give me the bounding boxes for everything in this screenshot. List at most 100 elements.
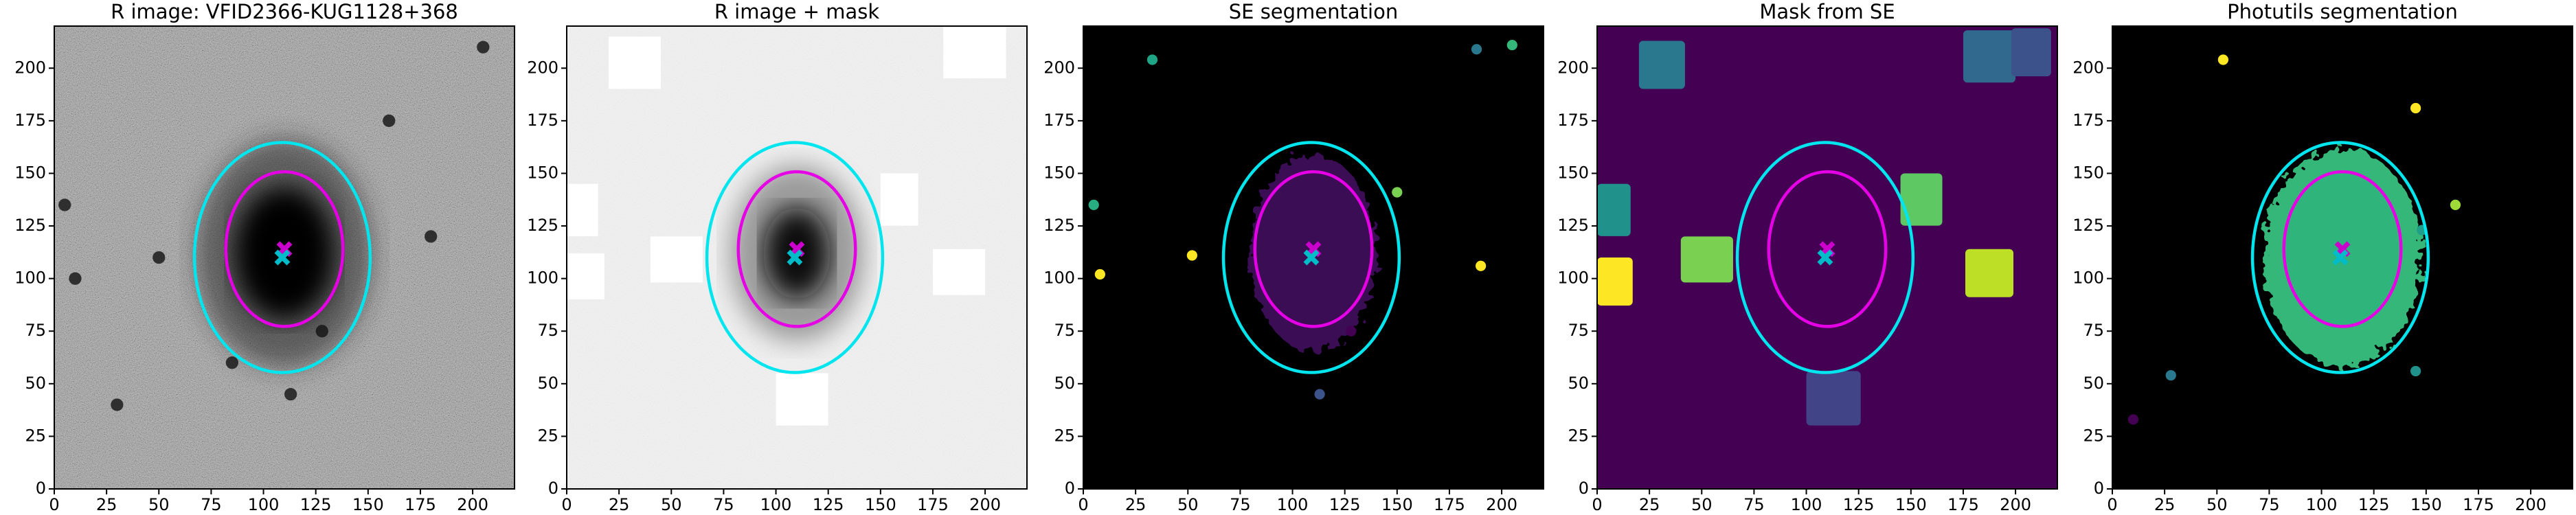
panel: Mask from SE 0 25 50 75 100 125 150 175 200 0 25 50 7… xyxy=(1557,0,2058,514)
x-tick-label: 0 xyxy=(49,495,59,514)
x-tick-label: 75 xyxy=(201,495,222,514)
star xyxy=(477,41,490,54)
axes-frame xyxy=(1596,25,2058,490)
axes-frame xyxy=(566,25,1028,490)
mask-box xyxy=(1900,173,1943,226)
panel-title: Mask from SE xyxy=(1759,0,1895,23)
x-tick-label: 75 xyxy=(2259,495,2280,514)
x-tick-label: 150 xyxy=(865,495,896,514)
x-tick-label: 125 xyxy=(1329,495,1361,514)
mask-box xyxy=(2011,28,2051,77)
y-tick-label: 25 xyxy=(1568,426,1589,445)
y-tick-label: 150 xyxy=(2072,163,2104,182)
segment-dot xyxy=(2410,102,2421,114)
x-tick-label: 125 xyxy=(300,495,332,514)
y-tick-label: 150 xyxy=(1557,163,1589,182)
axes-frame xyxy=(2112,25,2573,490)
y-tick-label: 75 xyxy=(25,321,46,340)
x-marker xyxy=(787,249,803,266)
x-tick-label: 75 xyxy=(713,495,734,514)
ellipse xyxy=(1253,170,1374,328)
x-marker xyxy=(2332,249,2349,266)
star xyxy=(111,398,124,411)
axes-frame xyxy=(1083,25,1544,490)
x-tick-label: 25 xyxy=(609,495,630,514)
segment-dot xyxy=(1314,389,1325,400)
ellipse xyxy=(705,141,885,374)
x-tick-label: 25 xyxy=(1125,495,1146,514)
y-tick-label: 200 xyxy=(527,58,558,77)
panel: R image: VFID2366-KUG1128+368 0 25 50 75 100 1… xyxy=(14,0,515,514)
x-tick-label: 200 xyxy=(457,495,488,514)
panel: R image + mask 0 25 50 75 100 125 150 175 200 0 25 5… xyxy=(527,0,1028,514)
segment-dot xyxy=(1506,39,1517,51)
x-tick-label: 125 xyxy=(2358,495,2390,514)
image xyxy=(54,26,515,489)
y-tick-label: 100 xyxy=(1557,268,1589,288)
y-tick-label: 175 xyxy=(1557,111,1589,130)
panel-title: SE segmentation xyxy=(1229,0,1398,23)
mask-box xyxy=(1963,30,2016,83)
segment-dot xyxy=(1471,44,1482,55)
y-tick-label: 125 xyxy=(1557,216,1589,235)
y-tick-label: 25 xyxy=(2083,426,2104,445)
axes-frame xyxy=(54,25,515,490)
x-tick-label: 175 xyxy=(1947,495,1979,514)
x-marker xyxy=(1303,249,1320,266)
mask-box xyxy=(1965,249,2014,297)
y-tick-label: 175 xyxy=(2072,111,2104,130)
x-tick-label: 125 xyxy=(1843,495,1875,514)
ellipse xyxy=(1735,141,1915,374)
panel: Photutils segmentation 0 25 50 75 100 125 150 17… xyxy=(2072,0,2573,514)
x-tick-label: 200 xyxy=(1486,495,1517,514)
x-tick-label: 150 xyxy=(1895,495,1927,514)
x-tick-label: 0 xyxy=(1592,495,1602,514)
y-tick-label: 0 xyxy=(1579,479,1589,498)
x-tick-label: 50 xyxy=(661,495,682,514)
star xyxy=(58,198,71,211)
y-tick-label: 100 xyxy=(14,268,46,288)
y-tick-label: 100 xyxy=(527,268,558,288)
x-tick-label: 25 xyxy=(96,495,117,514)
segment-dot xyxy=(1094,268,1105,280)
x-tick-label: 125 xyxy=(813,495,844,514)
segment-dot xyxy=(1186,250,1197,261)
x-tick-label: 100 xyxy=(1791,495,1822,514)
segment-dot xyxy=(1146,54,1158,65)
mask-box xyxy=(567,183,598,236)
y-tick-label: 50 xyxy=(1054,374,1075,393)
x-tick-label: 200 xyxy=(969,495,1001,514)
segment-dot xyxy=(1476,260,1487,271)
y-tick-label: 200 xyxy=(14,58,46,77)
image xyxy=(2112,26,2573,489)
y-tick-label: 75 xyxy=(1054,321,1075,340)
ellipse xyxy=(224,170,345,328)
image xyxy=(567,26,1027,489)
star xyxy=(69,272,82,285)
y-tick-label: 200 xyxy=(2072,58,2104,77)
star xyxy=(284,388,297,401)
ellipse xyxy=(1767,170,1888,328)
x-marker xyxy=(274,249,291,266)
x-marker xyxy=(1817,249,1833,266)
y-tick-label: 175 xyxy=(1043,111,1075,130)
ellipse xyxy=(2250,141,2430,374)
y-tick-label: 50 xyxy=(537,374,558,393)
y-tick-label: 50 xyxy=(1568,374,1589,393)
y-tick-label: 125 xyxy=(2072,216,2104,235)
y-tick-label: 150 xyxy=(14,163,46,182)
x-tick-label: 0 xyxy=(1078,495,1088,514)
x-tick-label: 75 xyxy=(1230,495,1251,514)
y-tick-label: 25 xyxy=(1054,426,1075,445)
segment-dot xyxy=(2127,414,2139,425)
x-tick-label: 100 xyxy=(760,495,792,514)
x-tick-label: 200 xyxy=(2515,495,2546,514)
segment-dot xyxy=(1392,187,1403,198)
ellipse xyxy=(1221,141,1401,374)
x-tick-label: 0 xyxy=(561,495,572,514)
image xyxy=(1597,26,2057,489)
x-tick-label: 175 xyxy=(405,495,436,514)
x-tick-label: 200 xyxy=(2000,495,2031,514)
